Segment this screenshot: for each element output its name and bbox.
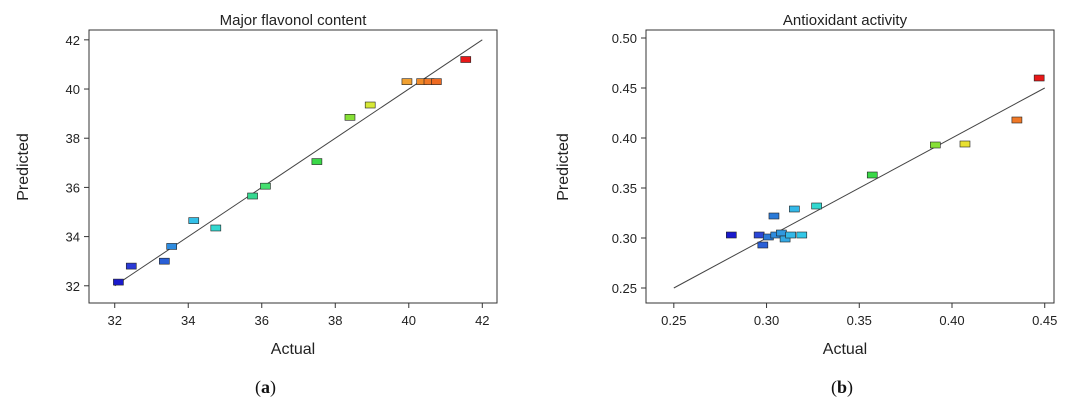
panel-a-chart: Major flavonol content 32 34 36 38 40 42 32 34 36… [15, 12, 498, 398]
data-point [785, 231, 796, 239]
y-tick-label: 0.30 [612, 231, 637, 246]
y-axis-label: Predicted [555, 133, 572, 201]
plot-frame [88, 29, 498, 304]
y-tick-label: 0.45 [612, 81, 637, 96]
x-tick-label: 36 [255, 313, 269, 328]
data-point [159, 257, 170, 265]
data-point [188, 217, 200, 224]
panel-label: (b) [831, 377, 853, 398]
y-tick-label: 36 [66, 180, 80, 195]
data-point [796, 231, 808, 239]
x-axis-label: Actual [823, 341, 867, 358]
data-point [125, 262, 137, 270]
x-tick-label: 0.30 [754, 313, 779, 328]
y-tick-label: 40 [66, 82, 80, 97]
panel-b-chart: Antioxidant activity 0.25 0.30 0.35 0.40 0.45… [555, 12, 1057, 398]
y-axis-label: Predicted [15, 133, 32, 201]
data-point [166, 243, 178, 250]
chart-title: Antioxidant activity [783, 12, 908, 29]
y-tick-label: 38 [66, 131, 80, 146]
data-point [1033, 74, 1045, 82]
y-tick-label: 0.25 [612, 281, 637, 296]
data-point [768, 212, 780, 220]
data-point [364, 101, 376, 109]
x-tick-label: 40 [402, 313, 416, 328]
y-tick-label: 42 [66, 33, 80, 48]
data-point [401, 78, 413, 85]
data-point [959, 140, 971, 148]
x-tick-label: 38 [328, 313, 342, 328]
data-point [811, 202, 822, 210]
data-point [431, 78, 442, 85]
data-point [344, 114, 356, 121]
x-tick-label: 34 [181, 313, 195, 328]
x-tick-label: 0.45 [1032, 313, 1057, 328]
data-point [460, 56, 472, 63]
x-tick-label: 0.25 [661, 313, 686, 328]
data-point [1011, 116, 1023, 124]
chart-title: Major flavonol content [220, 12, 368, 29]
x-tick-label: 42 [475, 313, 489, 328]
y-tick-label: 0.35 [612, 181, 637, 196]
data-point [779, 235, 791, 243]
data-point [930, 141, 941, 149]
plot-frame [645, 29, 1055, 304]
data-point [210, 224, 222, 232]
y-tick-label: 34 [66, 230, 80, 245]
data-point [776, 229, 787, 237]
data-point [789, 205, 800, 213]
x-tick-label: 0.40 [939, 313, 964, 328]
data-point [247, 192, 258, 200]
panel-label: (a) [255, 377, 276, 398]
data-point [757, 241, 769, 249]
data-point [753, 231, 765, 239]
data-point [311, 158, 323, 165]
data-point [113, 278, 124, 286]
y-tick-label: 32 [66, 279, 80, 294]
x-tick-label: 32 [107, 313, 121, 328]
data-point [726, 231, 737, 239]
fit-line [673, 87, 1045, 289]
y-tick-label: 0.40 [612, 131, 637, 146]
y-tick-label: 0.50 [612, 31, 637, 46]
data-point [866, 171, 878, 179]
x-tick-label: 0.35 [847, 313, 872, 328]
data-point [260, 182, 271, 190]
x-axis-label: Actual [271, 341, 315, 358]
